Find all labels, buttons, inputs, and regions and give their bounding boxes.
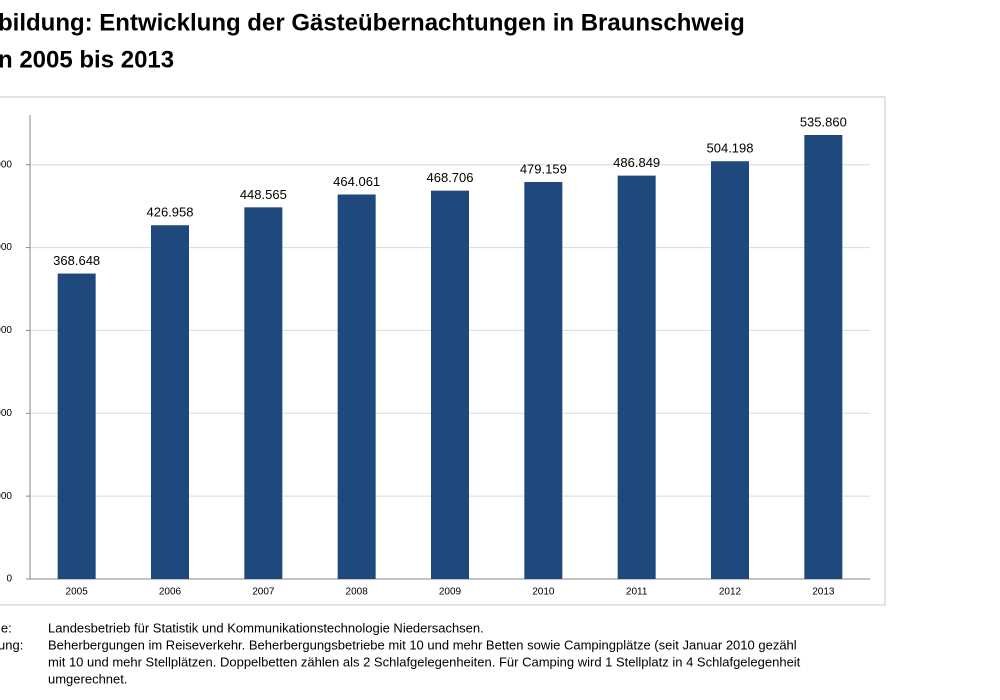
bar <box>617 175 656 579</box>
x-tick-label: 2010 <box>532 587 555 598</box>
y-tick-label: 200.000 <box>0 408 12 419</box>
note-line: umgerechnet. <box>48 671 128 686</box>
y-tick-label: 100.000 <box>0 491 12 502</box>
x-tick-label: 2012 <box>719 587 742 598</box>
value-label: 486.849 <box>613 155 660 170</box>
bar <box>524 181 563 579</box>
value-label: 504.198 <box>707 141 754 156</box>
bar <box>337 194 376 579</box>
chart-subtitle: n 2005 bis 2013 <box>0 46 174 73</box>
value-label: 426.958 <box>147 205 194 220</box>
x-tick-label: 2008 <box>346 587 369 598</box>
note-key: le: <box>0 620 12 635</box>
bar <box>431 190 469 579</box>
bar <box>151 225 189 579</box>
value-label: 479.159 <box>520 161 567 176</box>
bar <box>244 207 283 580</box>
bar <box>804 135 843 579</box>
value-label: 468.706 <box>427 170 474 185</box>
note-line: Beherbergungen im Reiseverkehr. Beherber… <box>48 637 797 652</box>
x-tick-label: 2013 <box>812 587 835 598</box>
x-tick-label: 2009 <box>439 587 462 598</box>
value-label: 368.648 <box>53 253 100 268</box>
chart-title: bildung: Entwicklung der Gästeübernachtu… <box>0 9 745 36</box>
note-key: ung: <box>0 637 23 652</box>
value-label: 464.061 <box>333 174 380 189</box>
y-tick-label: 300.000 <box>0 325 12 336</box>
chart-frame <box>0 96 886 606</box>
y-tick-label: 0 <box>6 574 12 585</box>
note-line: mit 10 und mehr Stellplätzen. Doppelbett… <box>48 654 801 669</box>
bar <box>57 273 96 579</box>
x-tick-label: 2006 <box>159 587 182 598</box>
x-tick-label: 2005 <box>66 587 89 598</box>
note-line: Landesbetrieb für Statistik und Kommunik… <box>48 620 484 635</box>
value-label: 448.565 <box>240 187 287 202</box>
y-tick-label: 400.000 <box>0 242 12 253</box>
x-tick-label: 2011 <box>626 587 648 598</box>
x-tick-label: 2007 <box>252 587 275 598</box>
bar <box>711 161 749 579</box>
y-tick-label: 500.000 <box>0 159 12 170</box>
value-label: 535.860 <box>800 114 847 129</box>
